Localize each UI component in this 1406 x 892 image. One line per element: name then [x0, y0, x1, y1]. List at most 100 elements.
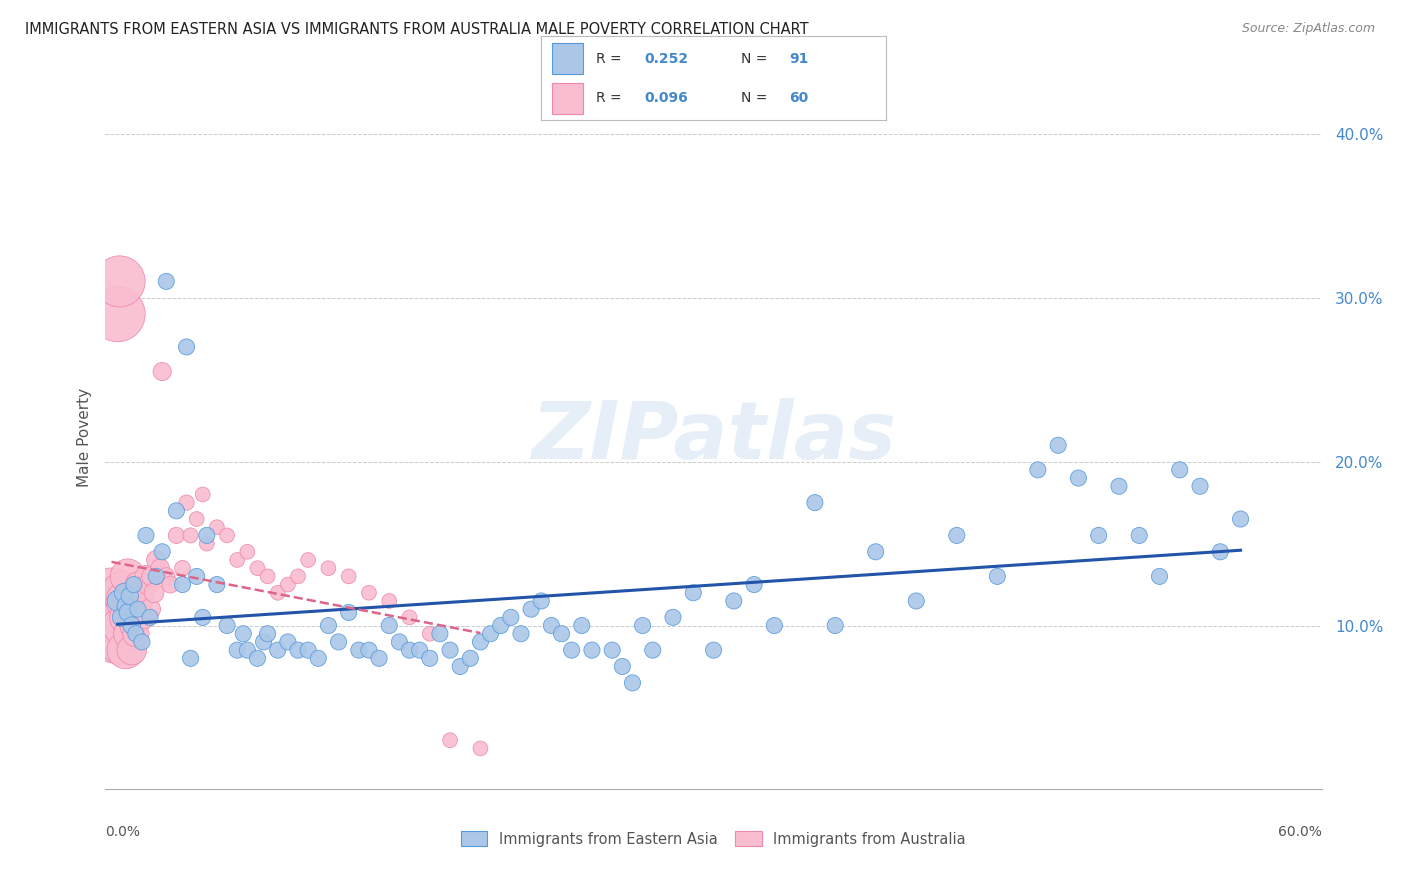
- Point: [165, 528, 187, 542]
- Point: [986, 569, 1008, 583]
- Point: [347, 643, 370, 657]
- Point: [267, 643, 290, 657]
- Point: [600, 643, 623, 657]
- Point: [155, 274, 177, 288]
- Point: [176, 495, 198, 509]
- Point: [612, 659, 634, 673]
- Point: [337, 606, 360, 620]
- Point: [145, 553, 167, 567]
- Text: 0.0%: 0.0%: [105, 825, 141, 839]
- Point: [226, 553, 249, 567]
- Point: [723, 594, 745, 608]
- Text: IMMIGRANTS FROM EASTERN ASIA VS IMMIGRANTS FROM AUSTRALIA MALE POVERTY CORRELATI: IMMIGRANTS FROM EASTERN ASIA VS IMMIGRAN…: [25, 22, 808, 37]
- Point: [114, 643, 136, 657]
- Point: [398, 643, 420, 657]
- Point: [641, 643, 664, 657]
- Point: [1209, 545, 1232, 559]
- Point: [136, 577, 159, 591]
- Point: [297, 643, 319, 657]
- Point: [429, 626, 451, 640]
- Point: [581, 643, 603, 657]
- Legend: Immigrants from Eastern Asia, Immigrants from Australia: Immigrants from Eastern Asia, Immigrants…: [456, 825, 972, 853]
- Point: [150, 545, 173, 559]
- Point: [277, 635, 299, 649]
- Point: [108, 602, 131, 616]
- Point: [217, 618, 239, 632]
- Point: [165, 504, 187, 518]
- Point: [195, 536, 218, 550]
- Point: [122, 577, 145, 591]
- Point: [328, 635, 350, 649]
- Point: [135, 528, 157, 542]
- Point: [186, 569, 208, 583]
- Point: [141, 569, 163, 583]
- Point: [1067, 471, 1090, 485]
- Y-axis label: Male Poverty: Male Poverty: [76, 387, 91, 487]
- Point: [114, 594, 136, 608]
- Point: [236, 643, 259, 657]
- Point: [125, 626, 148, 640]
- Point: [205, 577, 228, 591]
- Point: [145, 569, 167, 583]
- Point: [1168, 463, 1191, 477]
- Point: [510, 626, 533, 640]
- Point: [122, 618, 145, 632]
- Point: [318, 618, 340, 632]
- Point: [131, 586, 153, 600]
- Point: [112, 586, 135, 600]
- Point: [118, 594, 141, 608]
- Point: [129, 594, 152, 608]
- Point: [479, 626, 502, 640]
- Point: [118, 626, 141, 640]
- Text: 91: 91: [789, 52, 808, 65]
- Point: [172, 577, 194, 591]
- Point: [571, 618, 593, 632]
- Point: [905, 594, 928, 608]
- Point: [111, 635, 134, 649]
- Point: [378, 618, 401, 632]
- Point: [256, 626, 278, 640]
- Point: [1128, 528, 1150, 542]
- Point: [176, 340, 198, 354]
- Text: 0.096: 0.096: [645, 91, 689, 105]
- Point: [107, 307, 129, 321]
- Text: ZIPatlas: ZIPatlas: [531, 398, 896, 476]
- Point: [682, 586, 704, 600]
- Point: [470, 635, 492, 649]
- Point: [530, 594, 553, 608]
- Point: [226, 643, 249, 657]
- Point: [172, 561, 194, 575]
- Point: [287, 643, 309, 657]
- Point: [621, 676, 644, 690]
- Point: [131, 635, 153, 649]
- Point: [561, 643, 583, 657]
- Point: [318, 561, 340, 575]
- Point: [742, 577, 765, 591]
- Point: [804, 495, 827, 509]
- Point: [763, 618, 786, 632]
- Point: [824, 618, 846, 632]
- Point: [111, 610, 134, 624]
- Point: [121, 602, 143, 616]
- Point: [1108, 479, 1130, 493]
- Point: [256, 569, 278, 583]
- Point: [117, 606, 139, 620]
- Point: [307, 651, 329, 665]
- Point: [277, 577, 299, 591]
- Point: [112, 618, 135, 632]
- Point: [127, 577, 149, 591]
- Point: [865, 545, 887, 559]
- Point: [449, 659, 471, 673]
- Point: [104, 626, 127, 640]
- Text: N =: N =: [741, 52, 772, 65]
- Bar: [551, 83, 582, 113]
- Point: [631, 618, 654, 632]
- Point: [217, 528, 239, 542]
- Text: N =: N =: [741, 91, 772, 105]
- Point: [236, 545, 259, 559]
- Point: [540, 618, 562, 632]
- Point: [103, 610, 125, 624]
- Point: [195, 528, 218, 542]
- Point: [135, 569, 157, 583]
- Point: [108, 274, 131, 288]
